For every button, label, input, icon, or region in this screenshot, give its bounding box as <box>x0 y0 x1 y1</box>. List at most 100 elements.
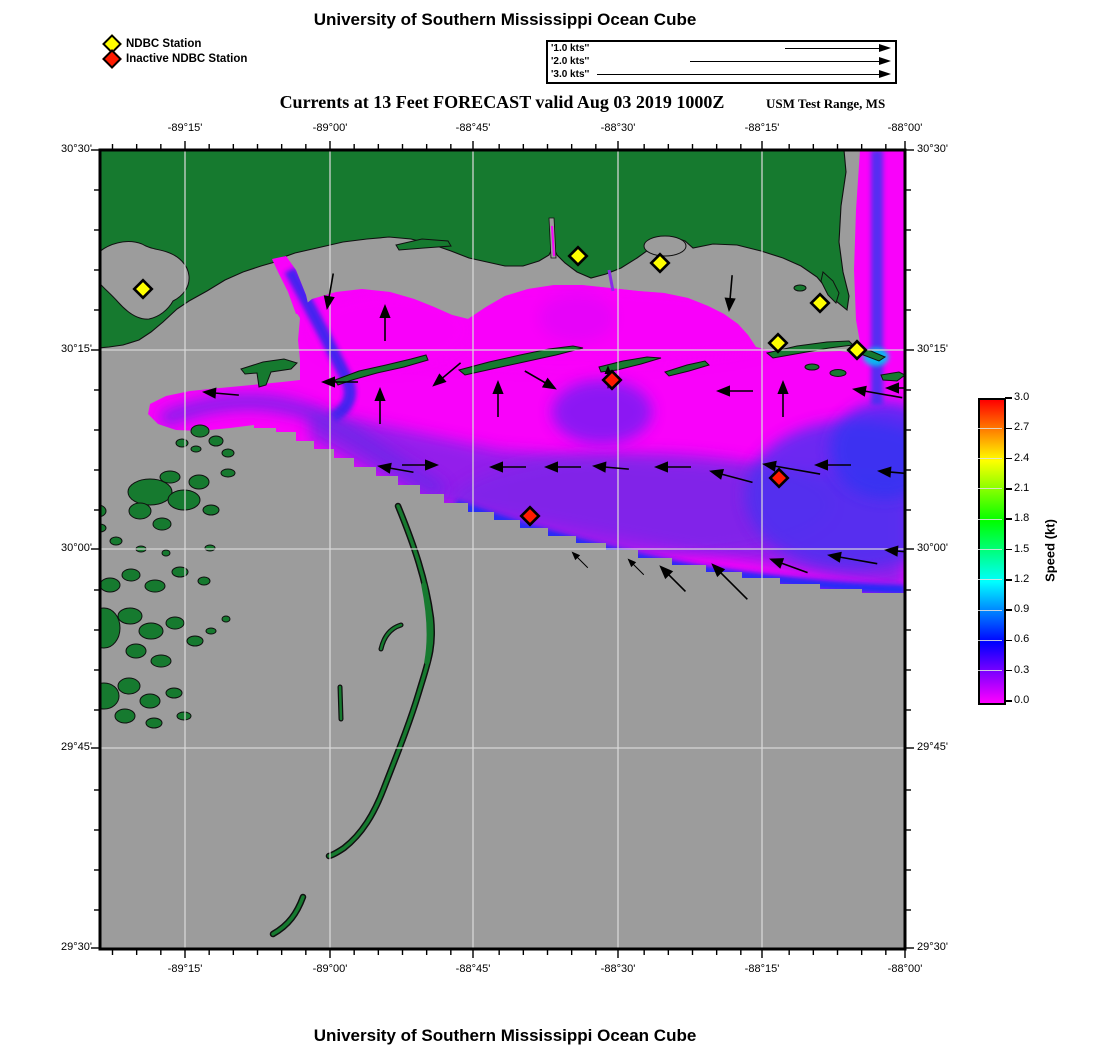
map-frame <box>98 148 907 951</box>
colorbar-tick-mark <box>1005 548 1012 551</box>
colorbar-tick-mark <box>1005 609 1012 611</box>
colorbar-tick-label: 1.5 <box>1014 542 1030 555</box>
forecast-subtitle: Currents at 13 Feet FORECAST valid Aug 0… <box>279 92 725 112</box>
ndbc-station-marker <box>132 278 154 300</box>
current-arrow <box>627 558 645 576</box>
ndbc-station-markers <box>132 245 868 527</box>
colorbar-gridline <box>978 609 1002 611</box>
scale-arrow-line <box>690 61 880 62</box>
current-arrow <box>379 304 391 341</box>
current-arrow <box>852 385 903 399</box>
x-tick-label: -88°15' <box>744 122 780 134</box>
y-tick-label: 29°45' <box>61 741 92 753</box>
scale-arrow-row: '3.0 kts'' <box>548 68 895 81</box>
y-tick-label: 29°30' <box>917 941 948 953</box>
back-bay <box>643 235 687 257</box>
x-tick-label: -89°15' <box>167 963 203 975</box>
legend-item: Inactive NDBC Station <box>102 48 248 69</box>
current-arrow <box>827 551 878 565</box>
current-arrow <box>711 563 748 600</box>
current-arrow <box>884 545 905 557</box>
colorbar-gridline <box>978 639 1002 641</box>
chandeleur-islands <box>269 502 435 938</box>
scale-label: '1.0 kts'' <box>551 43 590 54</box>
inactive-ndbc-station-marker <box>519 505 541 527</box>
colorbar-tick-label: 0.3 <box>1014 663 1030 676</box>
current-direction-arrows <box>202 273 905 600</box>
legend-label: NDBC Station <box>126 37 202 50</box>
scale-arrowhead-icon <box>879 57 891 65</box>
colorbar-gridline <box>978 427 1002 429</box>
scale-arrowhead-icon <box>879 70 891 78</box>
current-arrow <box>402 459 439 471</box>
current-arrow <box>432 362 462 387</box>
x-tick-label: -88°45' <box>455 122 491 134</box>
current-arrow <box>544 461 581 473</box>
speed-colorbar <box>978 398 1006 705</box>
axis-tick-marks <box>91 141 914 958</box>
current-speed-scale-box: '1.0 kts'' '2.0 kts'' '3.0 kts'' <box>546 40 897 84</box>
current-arrow <box>492 380 504 417</box>
colorbar-tick-mark <box>1005 397 1012 399</box>
test-range-label: USM Test Range, MS <box>766 96 886 111</box>
colorbar-gridline <box>978 548 1002 551</box>
x-tick-label: -89°00' <box>312 122 348 134</box>
ndbc-station-marker <box>809 292 831 314</box>
colorbar-tick-label: 2.1 <box>1014 481 1030 494</box>
x-tick-label: -88°45' <box>455 963 491 975</box>
colorbar-gridline <box>978 458 1002 460</box>
x-tick-label: -88°30' <box>600 122 636 134</box>
colorbar-tick-label: 2.7 <box>1014 421 1030 434</box>
x-tick-label: -88°00' <box>887 122 923 134</box>
current-arrow <box>762 460 821 475</box>
current-arrow <box>321 376 358 388</box>
y-tick-label: 29°45' <box>917 741 948 753</box>
footer-title: University of Southern Mississippi Ocean… <box>313 1026 697 1045</box>
colorbar-tick-mark <box>1005 488 1012 490</box>
scale-arrow-row: '2.0 kts'' <box>548 55 895 68</box>
page-title: University of Southern Mississippi Ocean… <box>313 10 697 29</box>
colorbar-tick-label: 3.0 <box>1014 391 1030 403</box>
y-tick-label: 30°00' <box>61 542 92 554</box>
colorbar-tick-label: 0.0 <box>1014 694 1030 706</box>
current-arrow <box>777 380 789 417</box>
current-arrow <box>659 565 687 593</box>
current-arrow <box>877 466 905 478</box>
y-tick-label: 30°15' <box>61 343 92 355</box>
colorbar-tick-label: 1.2 <box>1014 572 1030 585</box>
current-arrow <box>377 462 414 474</box>
bay-plume <box>607 269 615 292</box>
scale-arrow-row: '1.0 kts'' <box>548 42 895 55</box>
current-arrow <box>716 385 753 397</box>
legend-item: NDBC Station <box>102 33 247 54</box>
colorbar-tick-mark <box>1005 669 1012 672</box>
current-arrow <box>769 558 808 574</box>
inactive-ndbc-station-marker <box>768 467 790 489</box>
current-arrow <box>323 273 335 310</box>
colorbar-tick-label: 0.9 <box>1014 603 1030 616</box>
ndbc-station-marker <box>649 252 671 274</box>
scale-label: '2.0 kts'' <box>551 56 590 67</box>
colorbar-tick-mark <box>1005 518 1012 520</box>
colorbar-tick-label: 2.4 <box>1014 451 1030 464</box>
scale-arrow-line <box>785 48 880 49</box>
colorbar-gridline <box>978 670 1002 672</box>
current-arrow <box>489 461 526 473</box>
x-tick-label: -88°00' <box>887 963 923 975</box>
current-arrow <box>374 387 386 424</box>
scale-arrow-line <box>597 74 880 75</box>
colorbar-tick-mark <box>1005 579 1012 581</box>
ndbc-station-marker <box>567 245 589 267</box>
ndbc-station-marker <box>767 332 789 354</box>
colorbar-tick-mark <box>1005 457 1012 460</box>
current-arrow <box>885 382 905 394</box>
legend-label: Inactive NDBC Station <box>126 52 248 65</box>
colorbar-gridline <box>978 579 1002 581</box>
colorbar-tick-label: 0.6 <box>1014 633 1030 646</box>
current-arrow <box>592 461 629 473</box>
graticule-gridlines <box>100 150 905 949</box>
y-tick-label: 30°15' <box>917 343 948 355</box>
y-tick-label: 29°30' <box>61 941 92 953</box>
river-plume <box>551 225 555 257</box>
